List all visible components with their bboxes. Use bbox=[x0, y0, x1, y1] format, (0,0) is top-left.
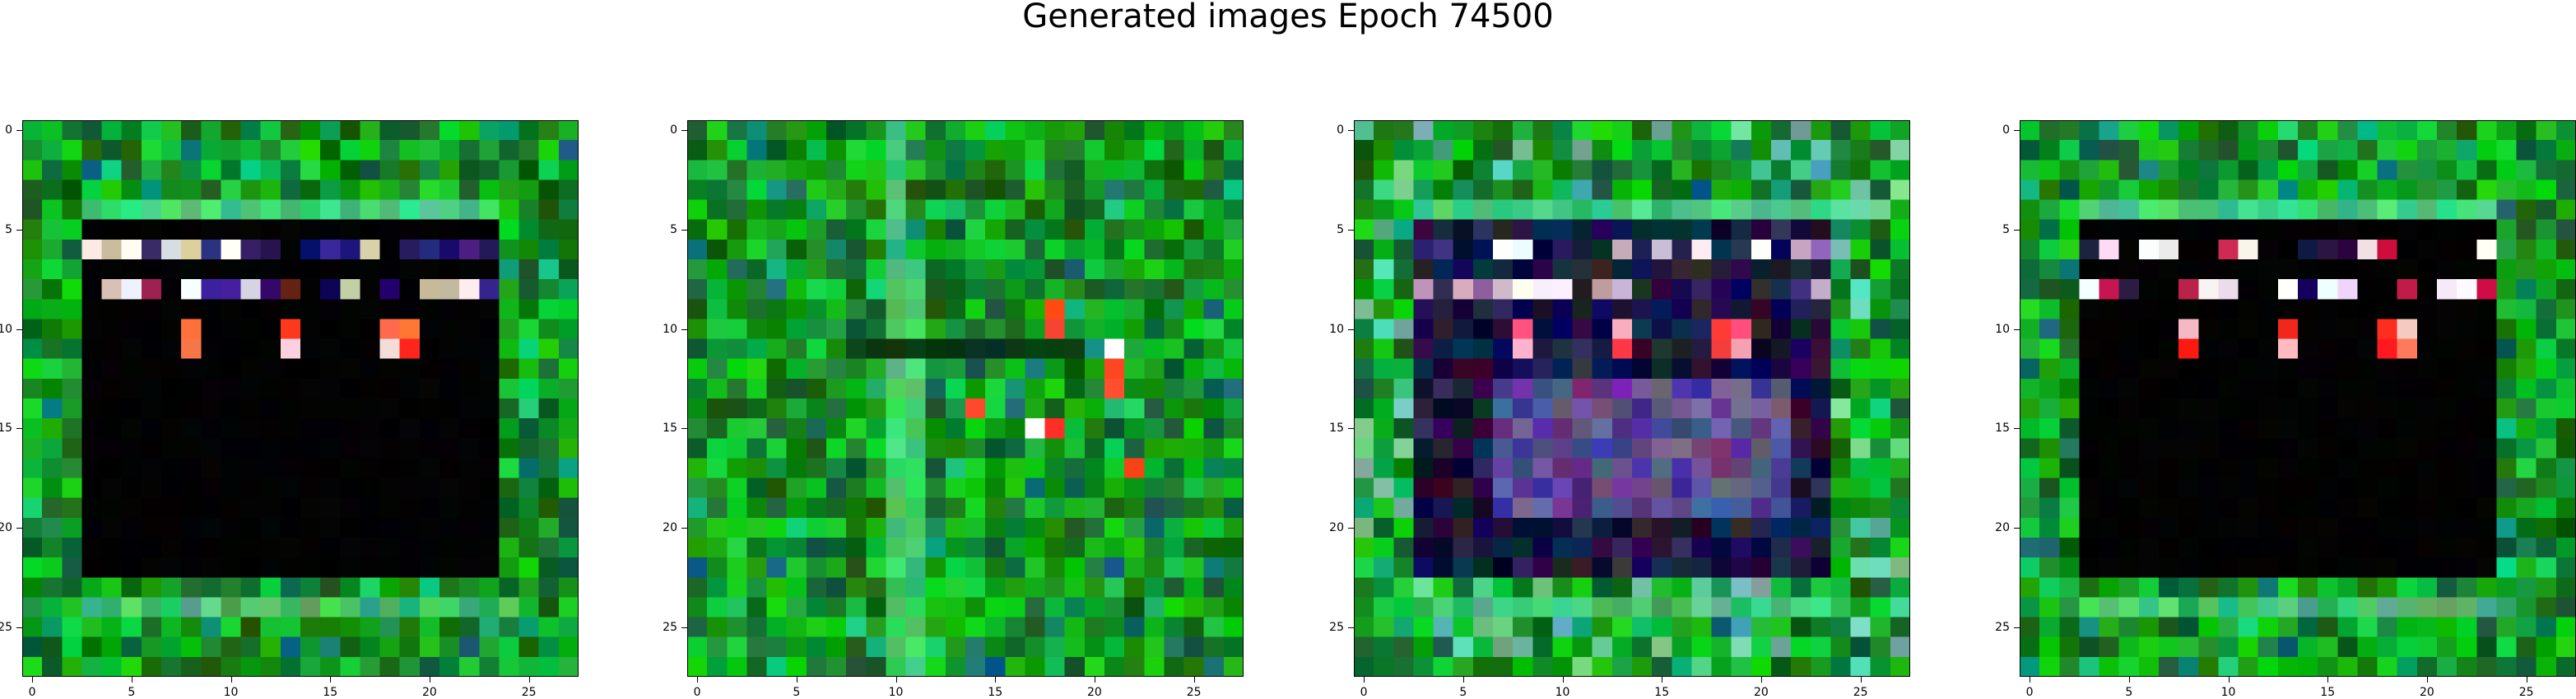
x-tick-mark bbox=[2327, 677, 2329, 683]
y-tick-mark bbox=[16, 527, 22, 529]
y-tick-mark bbox=[2014, 627, 2020, 628]
x-tick-label: 20 bbox=[1087, 686, 1102, 699]
y-tick-label: 20 bbox=[0, 520, 12, 534]
x-tick-label: 20 bbox=[1754, 686, 1769, 699]
y-tick-label: 10 bbox=[1995, 322, 2010, 336]
y-tick-label: 15 bbox=[0, 422, 12, 436]
y-tick-mark bbox=[1348, 229, 1354, 231]
x-tick-label: 25 bbox=[2518, 686, 2534, 699]
x-tick-mark bbox=[330, 677, 332, 683]
x-tick-mark bbox=[1760, 677, 1762, 683]
y-tick-mark bbox=[16, 627, 22, 628]
x-tick-mark bbox=[1193, 677, 1195, 683]
generated-image-4 bbox=[2020, 120, 2576, 677]
y-tick-mark bbox=[2014, 130, 2020, 132]
generated-image-3 bbox=[1354, 120, 1910, 677]
x-tick-label: 0 bbox=[1360, 686, 1368, 699]
y-tick-label: 0 bbox=[5, 123, 12, 137]
generated-image-panel-4: 0 0 5 5 10 10 15 15 20 20 25 25 bbox=[1995, 120, 2576, 698]
y-tick-mark bbox=[681, 229, 687, 231]
y-tick-label: 5 bbox=[2002, 222, 2010, 236]
x-tick-label: 15 bbox=[988, 686, 1003, 699]
y-tick-mark bbox=[681, 627, 687, 628]
y-tick-label: 0 bbox=[1337, 123, 1344, 137]
y-tick-label: 15 bbox=[1995, 422, 2010, 436]
generated-image-panel-2: 0 0 5 5 10 10 15 15 20 20 25 25 bbox=[663, 120, 1244, 698]
y-tick-mark bbox=[681, 428, 687, 430]
y-tick-label: 10 bbox=[0, 322, 12, 336]
y-tick-label: 15 bbox=[1329, 422, 1344, 436]
y-tick-mark bbox=[1348, 329, 1354, 330]
y-tick-mark bbox=[16, 329, 22, 330]
x-tick-label: 15 bbox=[2320, 686, 2336, 699]
figure-title: Generated images Epoch 74500 bbox=[1022, 0, 1554, 35]
x-tick-label: 10 bbox=[888, 686, 904, 699]
generated-image-panel-1: 0 0 5 5 10 10 15 15 20 20 25 25 bbox=[0, 120, 579, 698]
y-tick-mark bbox=[2014, 428, 2020, 430]
y-tick-label: 0 bbox=[2002, 123, 2010, 137]
x-tick-mark bbox=[1860, 677, 1862, 683]
y-tick-label: 20 bbox=[1995, 520, 2010, 534]
x-tick-mark bbox=[1364, 677, 1365, 683]
x-tick-mark bbox=[895, 677, 897, 683]
y-tick-mark bbox=[681, 527, 687, 529]
x-tick-label: 25 bbox=[1853, 686, 1868, 699]
y-tick-mark bbox=[16, 130, 22, 132]
y-tick-mark bbox=[16, 428, 22, 430]
y-tick-mark bbox=[2014, 229, 2020, 231]
y-tick-mark bbox=[16, 229, 22, 231]
y-tick-label: 10 bbox=[663, 322, 677, 336]
y-tick-mark bbox=[2014, 527, 2020, 529]
x-tick-label: 5 bbox=[793, 686, 801, 699]
x-tick-label: 5 bbox=[2125, 686, 2133, 699]
y-tick-mark bbox=[1348, 130, 1354, 132]
y-tick-label: 5 bbox=[5, 222, 12, 236]
y-tick-label: 5 bbox=[1337, 222, 1344, 236]
y-tick-label: 25 bbox=[663, 620, 677, 634]
y-tick-mark bbox=[681, 329, 687, 330]
x-tick-mark bbox=[1462, 677, 1464, 683]
x-tick-label: 5 bbox=[128, 686, 136, 699]
x-tick-mark bbox=[2128, 677, 2130, 683]
y-tick-label: 20 bbox=[663, 520, 677, 534]
y-tick-label: 5 bbox=[670, 222, 677, 236]
x-tick-label: 10 bbox=[2220, 686, 2236, 699]
y-tick-label: 25 bbox=[1995, 620, 2010, 634]
x-tick-mark bbox=[995, 677, 997, 683]
x-tick-label: 0 bbox=[28, 686, 36, 699]
x-tick-mark bbox=[131, 677, 133, 683]
x-tick-label: 20 bbox=[422, 686, 437, 699]
x-tick-label: 15 bbox=[1654, 686, 1670, 699]
x-tick-label: 25 bbox=[521, 686, 537, 699]
x-tick-label: 0 bbox=[693, 686, 701, 699]
x-tick-mark bbox=[32, 677, 34, 683]
y-tick-label: 25 bbox=[1329, 620, 1344, 634]
x-tick-mark bbox=[1562, 677, 1564, 683]
y-tick-mark bbox=[1348, 627, 1354, 628]
x-tick-mark bbox=[697, 677, 699, 683]
x-tick-mark bbox=[528, 677, 530, 683]
x-tick-label: 10 bbox=[223, 686, 239, 699]
x-tick-mark bbox=[2426, 677, 2428, 683]
generated-image-panel-3: 0 0 5 5 10 10 15 15 20 20 25 25 bbox=[1329, 120, 1910, 698]
x-tick-label: 25 bbox=[1186, 686, 1202, 699]
x-tick-label: 0 bbox=[2025, 686, 2034, 699]
y-tick-mark bbox=[2014, 329, 2020, 330]
generated-image-1 bbox=[22, 120, 579, 677]
y-tick-label: 0 bbox=[670, 123, 677, 137]
y-tick-mark bbox=[1348, 428, 1354, 430]
y-tick-label: 25 bbox=[0, 620, 12, 634]
x-tick-label: 20 bbox=[2420, 686, 2434, 699]
y-tick-label: 15 bbox=[663, 422, 677, 436]
x-tick-label: 10 bbox=[1555, 686, 1570, 699]
y-tick-label: 10 bbox=[1329, 322, 1344, 336]
y-tick-mark bbox=[681, 130, 687, 132]
y-tick-label: 20 bbox=[1329, 520, 1344, 534]
x-tick-label: 5 bbox=[1459, 686, 1467, 699]
generated-image-2 bbox=[687, 120, 1244, 677]
y-tick-mark bbox=[1348, 527, 1354, 529]
x-tick-mark bbox=[2228, 677, 2230, 683]
x-tick-label: 15 bbox=[323, 686, 338, 699]
x-tick-mark bbox=[230, 677, 232, 683]
